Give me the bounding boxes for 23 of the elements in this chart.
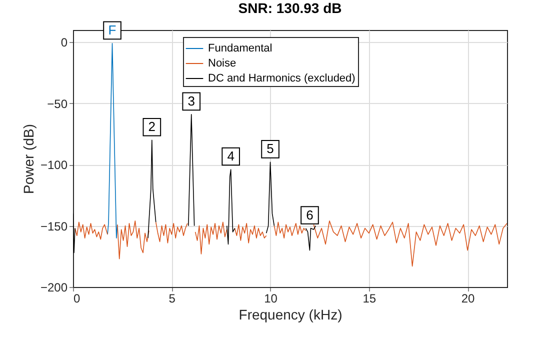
legend-label: Noise: [208, 58, 236, 70]
x-tick-label: 15: [362, 292, 376, 306]
legend-label: DC and Harmonics (excluded): [208, 72, 356, 84]
y-tick-label: −50: [47, 96, 68, 111]
annotation: 5: [266, 141, 274, 156]
annotation: 6: [306, 207, 314, 222]
x-tick-label: 0: [74, 292, 80, 306]
y-axis-title: Power (dB): [20, 124, 36, 194]
y-tick-label: −100: [40, 158, 68, 172]
legend-label: Fundamental: [208, 42, 272, 54]
chart-title: SNR: 130.93 dB: [238, 0, 342, 16]
annotation: F: [108, 22, 116, 38]
y-tick-label: 0: [60, 36, 68, 50]
x-tick-label: 10: [264, 292, 278, 306]
y-tick-label: −200: [40, 280, 68, 294]
x-axis-title: Frequency (kHz): [238, 306, 342, 322]
x-tick-label: 20: [461, 292, 476, 306]
x-tick-label: 5: [168, 292, 176, 306]
line-series: [107, 43, 118, 238]
annotation: 3: [188, 93, 195, 108]
annotation: 2: [148, 119, 156, 134]
annotation: 4: [227, 148, 234, 164]
y-tick-label: −150: [40, 219, 68, 234]
